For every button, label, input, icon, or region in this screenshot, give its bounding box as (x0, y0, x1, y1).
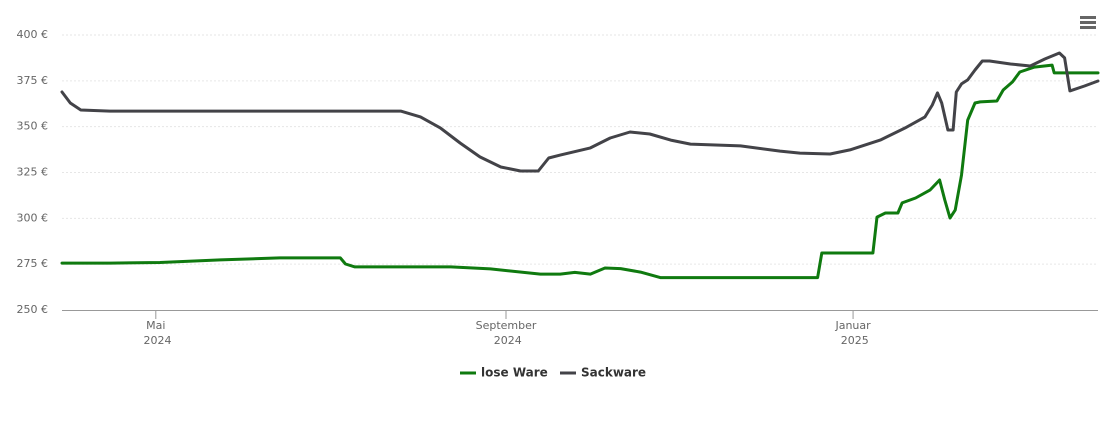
series-line (60, 51, 1100, 173)
y-tick-label: 250 € (17, 303, 49, 316)
menu-icon-bar (1080, 26, 1096, 29)
menu-icon-bar (1080, 21, 1096, 24)
legend-item[interactable]: lose Ware (460, 366, 548, 380)
y-tick-label: 400 € (17, 28, 49, 41)
legend-item[interactable]: Sackware (560, 366, 646, 380)
x-tick-label: Mai 2024 (140, 319, 172, 347)
y-tick-label: 300 € (17, 211, 49, 224)
y-tick-label: 350 € (17, 120, 49, 133)
series-line (60, 63, 1100, 280)
menu-icon-bar (1080, 16, 1096, 19)
legend-label: lose Ware (481, 366, 548, 380)
legend-label: Sackware (581, 366, 646, 380)
y-tick-label: 375 € (17, 74, 49, 87)
x-tick-label: September 2024 (476, 319, 537, 347)
y-tick-label: 325 € (17, 166, 49, 179)
menu-button[interactable] (1076, 12, 1100, 34)
y-tick-label: 275 € (17, 257, 49, 270)
x-tick-label: Januar 2025 (834, 319, 871, 347)
